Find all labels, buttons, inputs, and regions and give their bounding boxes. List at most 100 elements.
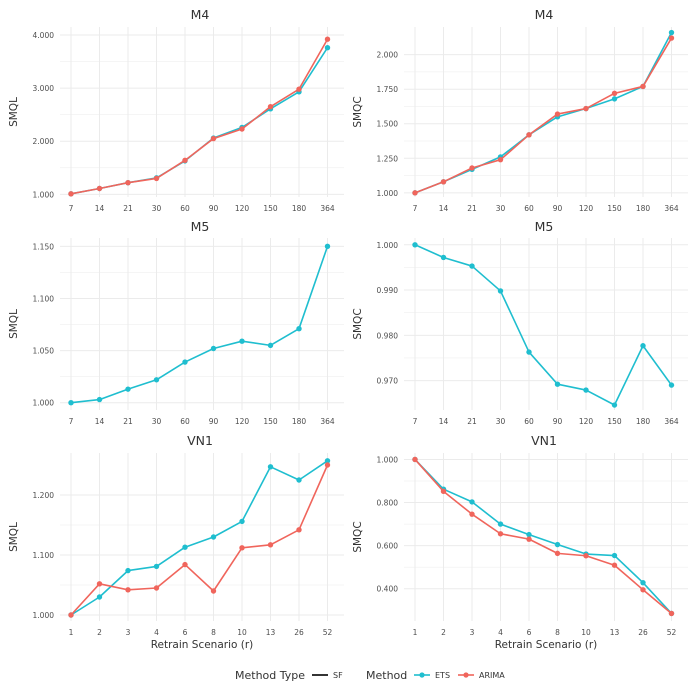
- x-tick-label: 21: [467, 417, 477, 426]
- x-tick-label: 10: [237, 628, 247, 637]
- x-tick-label: 60: [524, 417, 534, 426]
- data-point-arima: [210, 588, 217, 594]
- x-tick-label: 10: [581, 628, 591, 637]
- x-tick-label: 180: [292, 417, 307, 426]
- y-tick-label: 1.000: [377, 455, 399, 464]
- data-point-arima: [296, 527, 302, 533]
- x-tick-label: 13: [266, 628, 276, 637]
- data-point-arima: [469, 511, 475, 517]
- x-tick-label: 120: [235, 417, 250, 426]
- data-point-arima: [640, 587, 646, 593]
- x-tick-label: 180: [292, 204, 307, 213]
- y-tick-label: 0.400: [377, 585, 399, 594]
- data-point-arima: [611, 90, 618, 97]
- chart-panel-4: 0.970 0.980 0.990 1.000 7 14 21 30 60 90 120 150 180…: [352, 219, 688, 426]
- data-point-arima: [296, 86, 302, 92]
- chart-title: M5: [191, 219, 210, 234]
- data-point-ets: [182, 544, 188, 550]
- x-tick-label: 120: [579, 204, 594, 213]
- x-tick-label: 7: [413, 204, 418, 213]
- data-point-arima: [554, 111, 561, 117]
- data-point-ets: [640, 343, 646, 349]
- data-point-arima: [497, 156, 504, 163]
- x-tick-label: 60: [524, 204, 534, 213]
- data-point-ets: [210, 534, 217, 540]
- legend: Method Type SF Method ETS ARIMA: [235, 669, 505, 682]
- y-tick-label: 1.250: [377, 154, 399, 163]
- legend-arima-key-dot: [463, 672, 469, 678]
- chart-panel-3: 1.000 1.050 1.100 1.150 7 14 21 30 60 90 120 150 180…: [8, 219, 344, 426]
- x-tick-label: 180: [636, 204, 651, 213]
- x-tick-label: 21: [467, 204, 477, 213]
- data-point-ets: [153, 563, 160, 570]
- data-point-arima: [239, 545, 245, 551]
- x-tick-label: 30: [496, 417, 506, 426]
- data-point-arima: [96, 185, 103, 192]
- y-tick-label: 4.000: [33, 31, 55, 40]
- x-tick-label: 30: [152, 417, 162, 426]
- data-point-ets: [526, 531, 532, 538]
- legend-method-type-title: Method Type: [235, 669, 305, 682]
- data-point-arima: [497, 531, 504, 537]
- x-tick-label: 8: [555, 628, 560, 637]
- data-point-arima: [440, 488, 447, 495]
- y-tick-label: 0.980: [377, 331, 399, 340]
- data-point-arima: [526, 132, 532, 138]
- legend-method-title: Method: [366, 669, 407, 682]
- x-tick-label: 21: [123, 417, 133, 426]
- data-point-ets: [412, 242, 418, 248]
- data-point-ets: [640, 579, 646, 586]
- x-tick-label: 52: [667, 628, 677, 637]
- data-point-arima: [153, 175, 160, 182]
- x-tick-label: 21: [123, 204, 133, 213]
- x-tick-label: 1: [413, 628, 418, 637]
- data-point-ets: [267, 342, 274, 349]
- y-tick-label: 1.200: [33, 491, 55, 500]
- data-point-arima: [526, 536, 532, 542]
- series-line-ets: [70, 460, 328, 616]
- x-tick-label: 2: [441, 628, 446, 637]
- data-point-ets: [96, 396, 103, 403]
- data-point-ets: [182, 359, 188, 365]
- data-point-ets: [554, 381, 561, 387]
- data-point-arima: [182, 157, 188, 164]
- chart-title: M5: [535, 219, 554, 234]
- x-tick-label: 120: [235, 204, 250, 213]
- data-point-ets: [125, 567, 131, 574]
- x-tick-label: 52: [323, 628, 333, 637]
- chart-title: VN1: [187, 433, 213, 448]
- data-point-ets: [583, 387, 589, 393]
- data-point-arima: [611, 562, 618, 568]
- y-axis-label: SMQL: [8, 97, 20, 127]
- x-tick-label: 14: [95, 204, 105, 213]
- y-tick-label: 3.000: [33, 84, 55, 93]
- data-point-ets: [296, 477, 302, 483]
- data-point-arima: [412, 190, 418, 196]
- series-line-ets: [414, 32, 673, 194]
- y-tick-label: 0.970: [377, 377, 399, 386]
- data-point-arima: [440, 179, 447, 185]
- x-tick-label: 90: [209, 204, 219, 213]
- y-axis-label: SMQL: [8, 522, 20, 552]
- data-point-arima: [554, 550, 561, 557]
- x-tick-label: 120: [579, 417, 594, 426]
- data-point-arima: [96, 581, 103, 587]
- x-tick-label: 14: [95, 417, 105, 426]
- x-tick-label: 7: [69, 204, 74, 213]
- data-point-arima: [210, 135, 217, 142]
- x-tick-label: 60: [180, 204, 190, 213]
- data-point-arima: [125, 179, 131, 186]
- data-point-arima: [583, 553, 589, 559]
- data-point-ets: [210, 345, 217, 352]
- chart-title: M4: [535, 7, 554, 22]
- data-point-ets: [96, 594, 103, 600]
- chart-title: VN1: [531, 433, 557, 448]
- data-point-arima: [153, 585, 160, 591]
- y-tick-label: 1.000: [377, 189, 399, 198]
- x-tick-label: 90: [553, 204, 563, 213]
- data-point-arima: [668, 610, 675, 617]
- x-tick-label: 26: [638, 628, 648, 637]
- x-axis-label: Retrain Scenario (r): [495, 639, 598, 651]
- x-tick-label: 3: [470, 628, 475, 637]
- y-tick-label: 1.000: [33, 611, 55, 620]
